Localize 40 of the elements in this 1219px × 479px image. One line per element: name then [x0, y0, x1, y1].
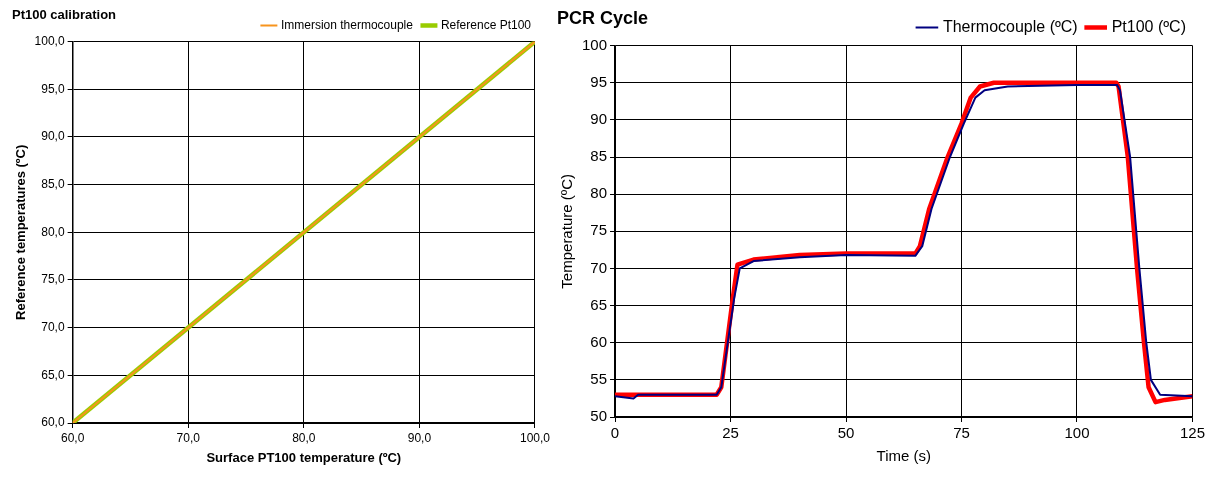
y-tick-label: 85,0	[41, 176, 65, 191]
x-tick-label: 90,0	[407, 430, 432, 445]
y-tick-label: 70,0	[41, 319, 65, 334]
y-tick-label: 95,0	[41, 81, 65, 96]
y-tick-label: 75	[590, 221, 608, 239]
x-axis-title: Time (s)	[876, 447, 931, 465]
x-tick-label: 80,0	[292, 430, 316, 445]
x-tick-label: 60,0	[60, 430, 85, 445]
y-tick-label: 80,0	[41, 224, 65, 239]
y-tick-label: 65	[590, 295, 608, 313]
x-tick-label: 125	[1179, 424, 1205, 442]
x-tick-label: 100,0	[519, 430, 551, 445]
y-tick-label: 55	[590, 370, 608, 387]
y-tick-label: 100,0	[34, 33, 65, 48]
x-tick-label: 0	[610, 424, 620, 442]
y-axis-title: Temperature (ºC)	[558, 173, 576, 289]
x-tick-label: 75	[953, 424, 970, 442]
chart-title: Pt100 calibration	[12, 7, 117, 23]
y-tick-label: 85	[590, 147, 608, 165]
y-tick-label: 60	[590, 332, 608, 350]
y-axis-title: Reference temperatures (ºC)	[13, 144, 29, 320]
y-tick-label: 80	[590, 184, 608, 202]
y-tick-label: 75,0	[41, 272, 65, 287]
x-tick-label: 70,0	[176, 430, 201, 445]
legend-label: Reference Pt100	[440, 17, 532, 32]
y-tick-label: 100	[582, 35, 608, 53]
chart-title: PCR Cycle	[557, 7, 649, 28]
legend-label: Thermocouple (ºC)	[942, 18, 1078, 36]
x-tick-label: 50	[837, 424, 855, 442]
x-tick-label: 25	[722, 424, 739, 442]
y-tick-label: 50	[590, 407, 608, 425]
x-axis-title: Surface PT100 temperature (ºC)	[206, 449, 402, 465]
y-tick-label: 95	[590, 72, 608, 90]
y-tick-label: 70	[590, 258, 608, 276]
y-tick-label: 90,0	[41, 129, 65, 144]
y-tick-label: 90	[590, 110, 608, 128]
x-tick-label: 100	[1064, 424, 1090, 442]
legend-label: Immersion thermocouple	[280, 17, 414, 32]
legend-label: Pt100 (ºC)	[1111, 18, 1186, 36]
y-tick-label: 65,0	[41, 367, 65, 382]
